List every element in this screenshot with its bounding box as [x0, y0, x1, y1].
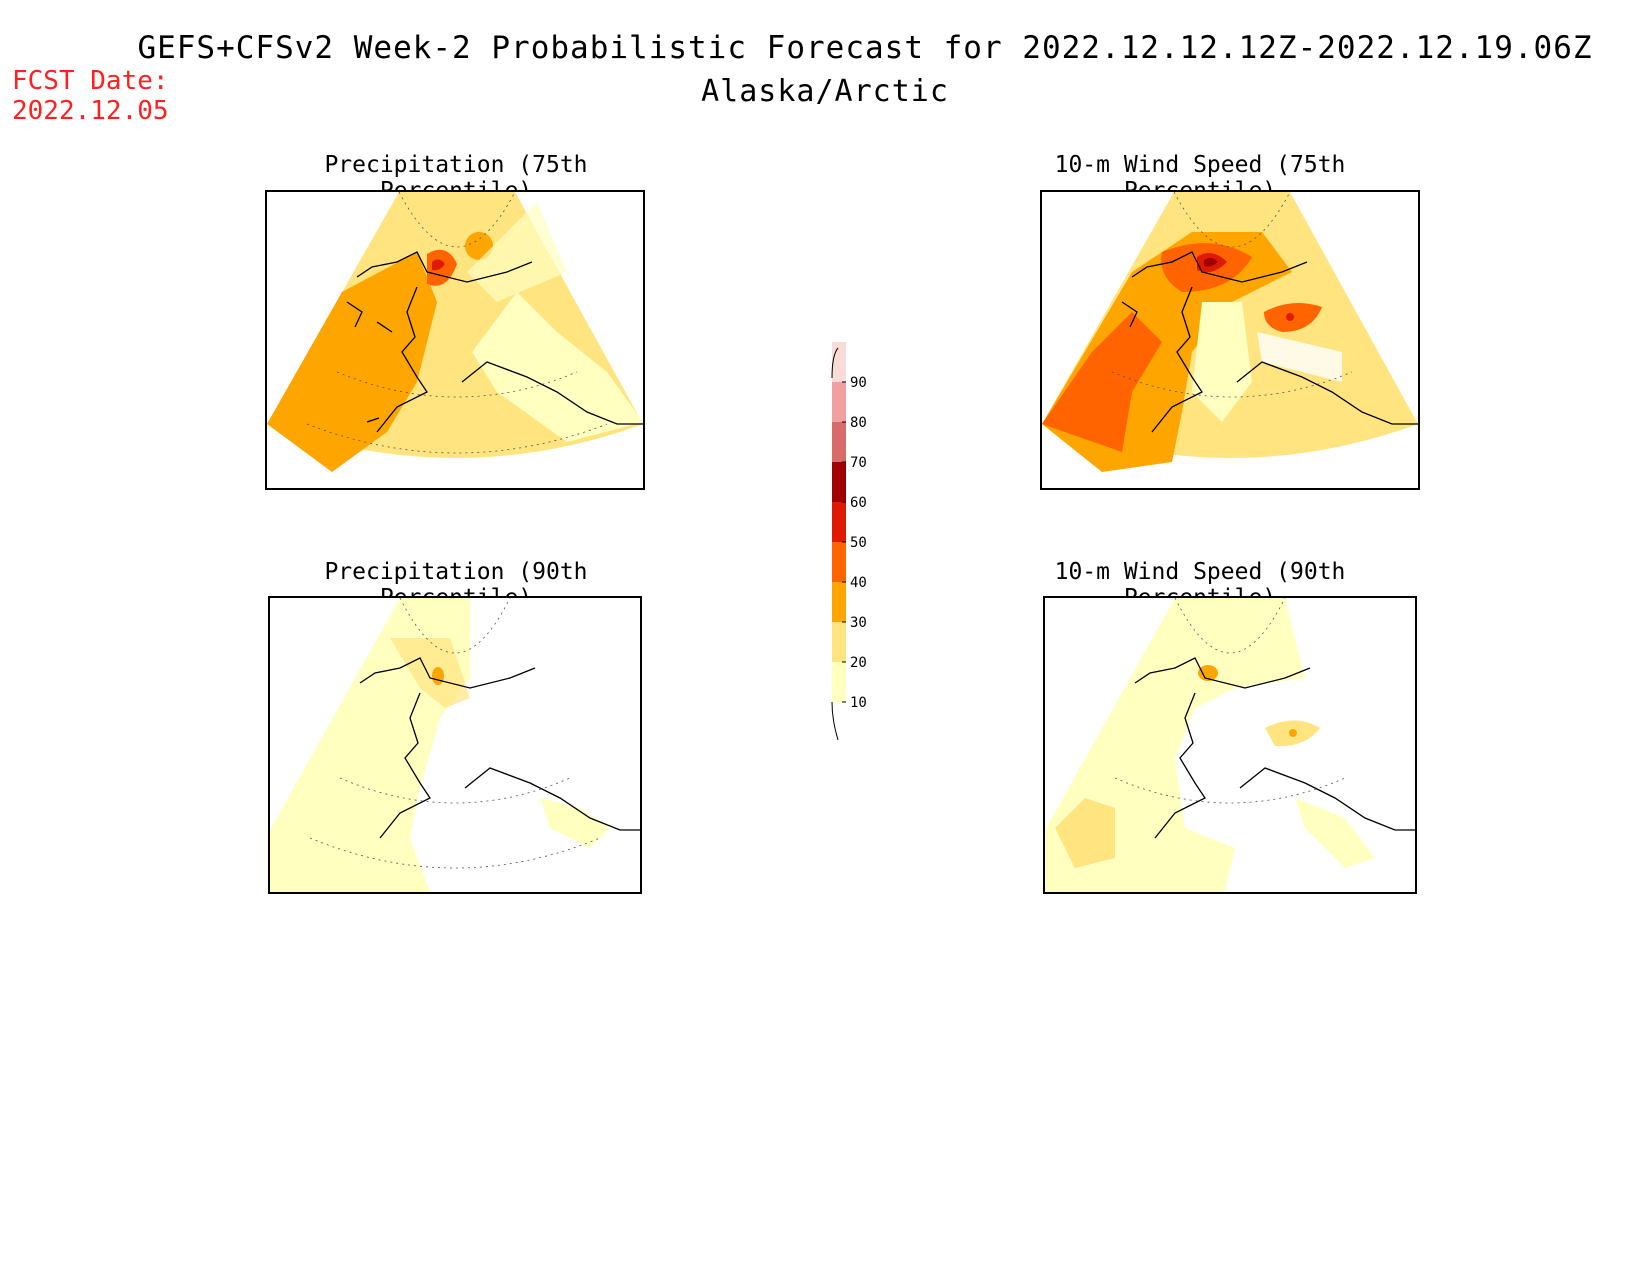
colorbar-swatch — [832, 342, 846, 382]
coastline — [1134, 657, 1415, 839]
colorbar-label: 10 — [850, 695, 867, 711]
contour-shading — [1286, 313, 1294, 321]
map-precip-75 — [265, 190, 645, 490]
contour-shading — [432, 667, 444, 685]
colorbar-swatch — [832, 382, 846, 422]
coastline — [359, 657, 640, 839]
contour-shading — [1257, 332, 1342, 382]
contour-shading — [1042, 312, 1162, 452]
contour-shading — [1055, 798, 1115, 868]
contour-shading — [472, 292, 643, 442]
contour-shading — [267, 252, 437, 472]
colorbar-swatch — [832, 662, 846, 702]
region-subtitle: Alaska/Arctic — [701, 74, 949, 109]
grid-lines — [1111, 192, 1353, 398]
contour-shading — [1198, 665, 1218, 681]
fcst-date-label: FCST Date: — [12, 66, 169, 96]
contour-shading — [1204, 257, 1218, 267]
contour-shading — [1192, 302, 1252, 422]
fcst-date-value: 2022.12.05 — [12, 96, 169, 126]
coastline — [346, 251, 643, 433]
coastline — [1121, 251, 1418, 433]
contour-shading — [1289, 729, 1297, 737]
colorbar-top-cap — [831, 347, 839, 379]
grid-lines — [309, 598, 601, 869]
colorbar-label: 80 — [850, 415, 867, 431]
map-wind-75 — [1040, 190, 1420, 490]
contour-shading — [1295, 798, 1375, 868]
colorbar-swatch — [832, 462, 846, 502]
contour-shading — [390, 638, 470, 708]
colorbar-label: 20 — [850, 655, 867, 671]
contour-shading — [467, 202, 567, 302]
colorbar-label: 40 — [850, 575, 867, 591]
colorbar-bottom-cap — [831, 701, 839, 741]
colorbar-label: 50 — [850, 535, 867, 551]
colorbar: 10 20 30 40 50 60 70 80 90 — [831, 342, 867, 741]
colorbar-label: 70 — [850, 455, 867, 471]
colorbar-swatch — [832, 542, 846, 582]
contour-shading — [427, 249, 457, 286]
grid-lines — [306, 192, 608, 454]
colorbar-swatch — [832, 622, 846, 662]
colorbar-swatch — [832, 422, 846, 462]
contour-shading — [432, 259, 445, 271]
map-wind-90 — [1043, 596, 1417, 894]
main-title: GEFS+CFSv2 Week-2 Probabilistic Forecast… — [137, 30, 1593, 66]
colorbar-label: 30 — [850, 615, 867, 631]
colorbar-swatch — [832, 582, 846, 622]
colorbar-label: 60 — [850, 495, 867, 511]
colorbar-label: 90 — [850, 375, 867, 391]
grid-lines — [1114, 598, 1346, 804]
colorbar-swatch — [832, 502, 846, 542]
contour-shading — [540, 798, 610, 848]
map-precip-90 — [268, 596, 642, 894]
